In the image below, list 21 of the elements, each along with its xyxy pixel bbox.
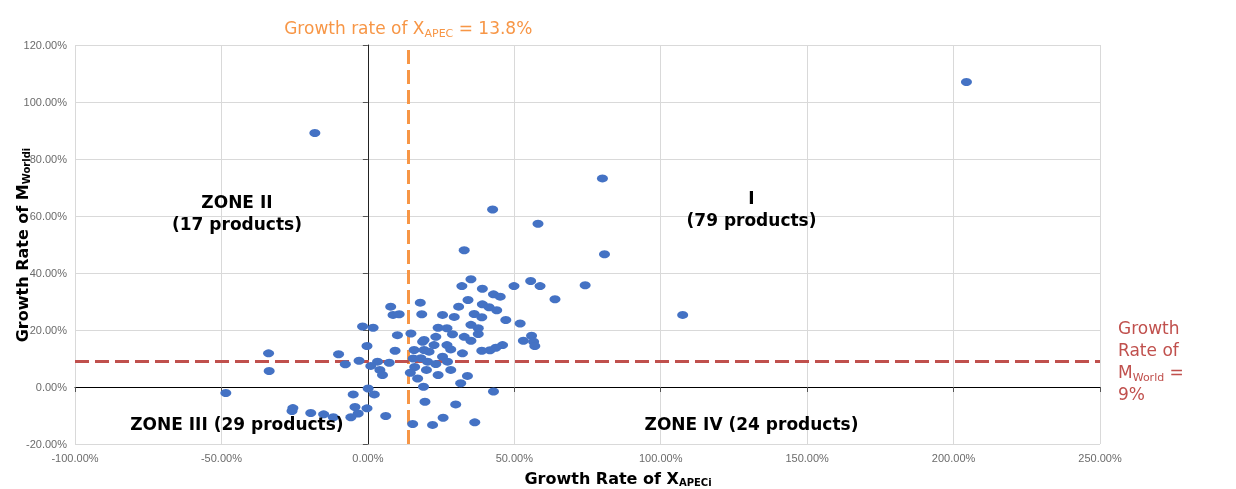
y-tick-label: 120.00% xyxy=(23,39,68,51)
y-tick-label: -20.00% xyxy=(26,438,68,450)
y-tick-label: 0.00% xyxy=(35,381,68,393)
x-tick-label: 150.00% xyxy=(785,451,830,464)
x-tick-label: 100.00% xyxy=(639,451,683,464)
annotation: ZONE III (29 products) xyxy=(130,414,344,435)
annotation: ZONE II (17 products) xyxy=(171,191,302,234)
x-tick-label: -50.00% xyxy=(200,451,243,464)
x-tick-label: 250.00% xyxy=(1078,451,1122,464)
annotation: ZONE IV (24 products) xyxy=(644,414,859,435)
x-axis-title: Growth Rate of XAPECi xyxy=(524,468,712,488)
y-tick-label: 60.00% xyxy=(29,210,68,222)
y-tick-label: 100.00% xyxy=(23,96,68,108)
y-tick-label: 40.00% xyxy=(29,267,68,279)
x-tick-label: 50.00% xyxy=(495,451,534,464)
x-tick-label: 0.00% xyxy=(352,451,384,464)
y-tick-label: 80.00% xyxy=(29,153,68,165)
x-tick-label: -100.00% xyxy=(51,451,99,464)
annotation: I (79 products) xyxy=(686,187,817,230)
x-tick-label: 200.00% xyxy=(931,451,976,464)
y-tick-label: 20.00% xyxy=(29,324,68,336)
